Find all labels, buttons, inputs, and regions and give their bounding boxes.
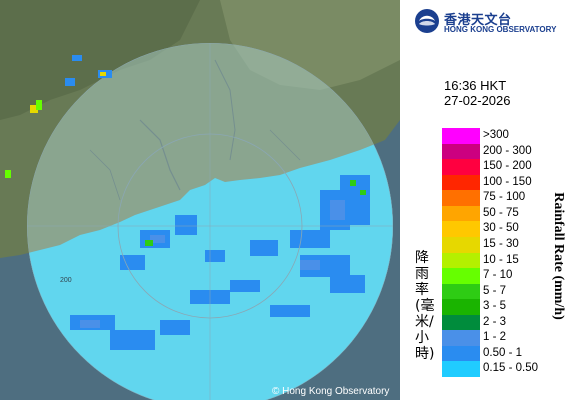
- legend-row: 7 - 10: [442, 268, 577, 284]
- legend-swatch: [442, 314, 480, 331]
- obs-time: 16:36 HKT: [444, 78, 507, 93]
- legend-swatch: [442, 221, 480, 237]
- legend-row: 10 - 15: [442, 252, 577, 269]
- info-panel: 香港天文台 HONG KONG OBSERVATORY 16:36 HKT 27…: [400, 0, 577, 400]
- legend-row: 150 - 200: [442, 159, 577, 175]
- legend-title-zh: 降雨率(毫米/小時): [415, 250, 435, 362]
- legend-swatch: [442, 268, 480, 284]
- rainfall-legend: >300 200 - 300 150 - 200 100 - 150 75 - 100 5…: [442, 128, 577, 377]
- legend-row: 15 - 30: [442, 236, 577, 253]
- legend-swatch: [442, 190, 480, 206]
- legend-swatch: [442, 174, 480, 191]
- legend-label: >300: [483, 129, 509, 141]
- legend-swatch: [442, 252, 480, 269]
- legend-swatch: [442, 159, 480, 175]
- legend-label: 200 - 300: [483, 144, 532, 157]
- radar-map: 200: [0, 0, 400, 400]
- legend-label: 0.50 - 1: [483, 346, 522, 359]
- legend-row: 0.15 - 0.50: [442, 361, 577, 377]
- legend-label: 30 - 50: [483, 222, 519, 235]
- legend-row: 50 - 75: [442, 205, 577, 222]
- legend-swatch: [442, 299, 480, 315]
- legend-label: 0.15 - 0.50: [483, 362, 538, 375]
- legend-row: 5 - 7: [442, 283, 577, 300]
- legend-row: 75 - 100: [442, 190, 577, 206]
- legend-swatch: [442, 128, 480, 144]
- legend-swatch: [442, 345, 480, 362]
- obs-date: 27-02-2026: [444, 93, 511, 108]
- legend-swatch: [442, 361, 480, 377]
- legend-label: 5 - 7: [483, 284, 507, 297]
- legend-swatch: [442, 205, 480, 222]
- legend-swatch: [442, 330, 480, 346]
- legend-label: 2 - 3: [483, 315, 507, 328]
- org-name-en: HONG KONG OBSERVATORY: [444, 25, 557, 34]
- legend-row: 200 - 300: [442, 143, 577, 160]
- legend-row: 2 - 3: [442, 314, 577, 331]
- legend-swatch: [442, 283, 480, 300]
- legend-row: >300: [442, 128, 577, 144]
- hko-emblem-icon: [415, 9, 439, 33]
- legend-row: 100 - 150: [442, 174, 577, 191]
- legend-label: 7 - 10: [483, 269, 513, 282]
- legend-label: 75 - 100: [483, 191, 526, 204]
- map-copyright: © Hong Kong Observatory: [272, 386, 390, 397]
- legend-label: 3 - 5: [483, 300, 507, 313]
- legend-swatch: [442, 143, 480, 160]
- hko-logo: 香港天文台 HONG KONG OBSERVATORY: [414, 8, 574, 38]
- legend-row: 0.50 - 1: [442, 345, 577, 362]
- legend-swatch: [442, 236, 480, 253]
- org-name-zh: 香港天文台: [444, 12, 512, 27]
- legend-row: 1 - 2: [442, 330, 577, 346]
- legend-label: 150 - 200: [483, 160, 532, 173]
- range-ring-label: 200: [60, 277, 72, 284]
- legend-row: 3 - 5: [442, 299, 577, 315]
- legend-label: 1 - 2: [483, 331, 507, 344]
- legend-label: 50 - 75: [483, 206, 519, 219]
- legend-label: 10 - 15: [483, 253, 519, 266]
- legend-row: 30 - 50: [442, 221, 577, 237]
- legend-label: 15 - 30: [483, 237, 519, 250]
- legend-label: 100 - 150: [483, 175, 532, 188]
- legend-title-en: Rainfall Rate (mm/h): [551, 192, 566, 320]
